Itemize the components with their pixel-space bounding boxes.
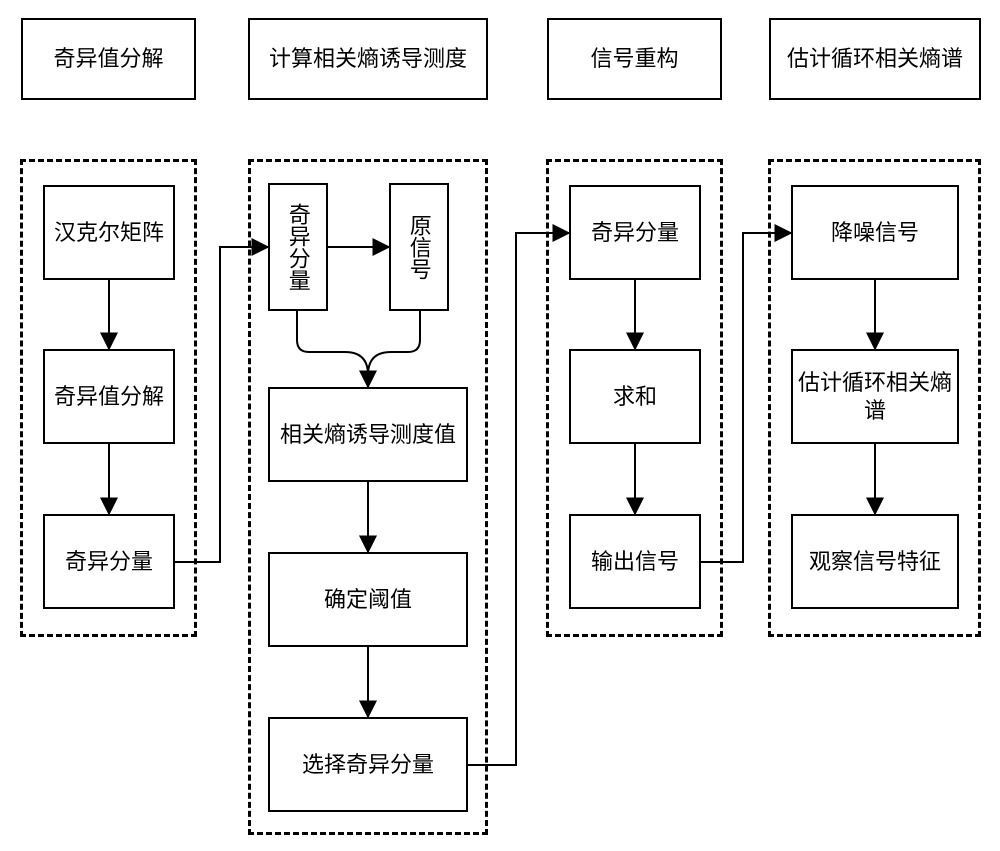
node-label: 原信号 <box>405 214 433 280</box>
node-label: 确定阈值 <box>324 586 412 614</box>
node-label: 相关熵诱导测度值 <box>280 421 456 449</box>
header-h4: 估计循环相关熵谱 <box>769 18 981 100</box>
node-label: 观察信号特征 <box>809 548 941 576</box>
node-n_cim: 相关熵诱导测度值 <box>268 387 468 482</box>
node-n_ccs: 估计循环相关熵谱 <box>791 349 959 444</box>
node-label: 输出信号 <box>591 548 679 576</box>
node-label: 奇异分量 <box>65 548 153 576</box>
node-n_sv2: 奇异分量 <box>268 183 328 311</box>
node-label: 估计循环相关熵谱 <box>793 369 957 424</box>
node-n_sv3: 奇异分量 <box>569 185 701 280</box>
node-n_orig: 原信号 <box>389 183 449 311</box>
node-label: 奇异分量 <box>284 203 312 291</box>
node-label: 奇异值分解 <box>54 383 164 411</box>
node-n_svd: 奇异值分解 <box>43 349 175 444</box>
node-label: 求和 <box>613 383 657 411</box>
node-label: 奇异分量 <box>591 219 679 247</box>
node-label: 汉克尔矩阵 <box>54 219 164 247</box>
node-n_hankel: 汉克尔矩阵 <box>43 185 175 280</box>
node-label: 降噪信号 <box>831 219 919 247</box>
node-n_select: 选择奇异分量 <box>268 717 468 812</box>
node-n_sv1: 奇异分量 <box>43 514 175 609</box>
node-label: 选择奇异分量 <box>302 751 434 779</box>
node-n_out: 输出信号 <box>569 514 701 609</box>
node-n_denoise: 降噪信号 <box>791 185 959 280</box>
header-h2: 计算相关熵诱导测度 <box>248 18 488 100</box>
node-n_thresh: 确定阈值 <box>268 552 468 647</box>
header-h3: 信号重构 <box>547 18 722 100</box>
node-n_sum: 求和 <box>569 349 701 444</box>
node-n_observe: 观察信号特征 <box>791 514 959 609</box>
header-h1: 奇异值分解 <box>21 18 196 100</box>
